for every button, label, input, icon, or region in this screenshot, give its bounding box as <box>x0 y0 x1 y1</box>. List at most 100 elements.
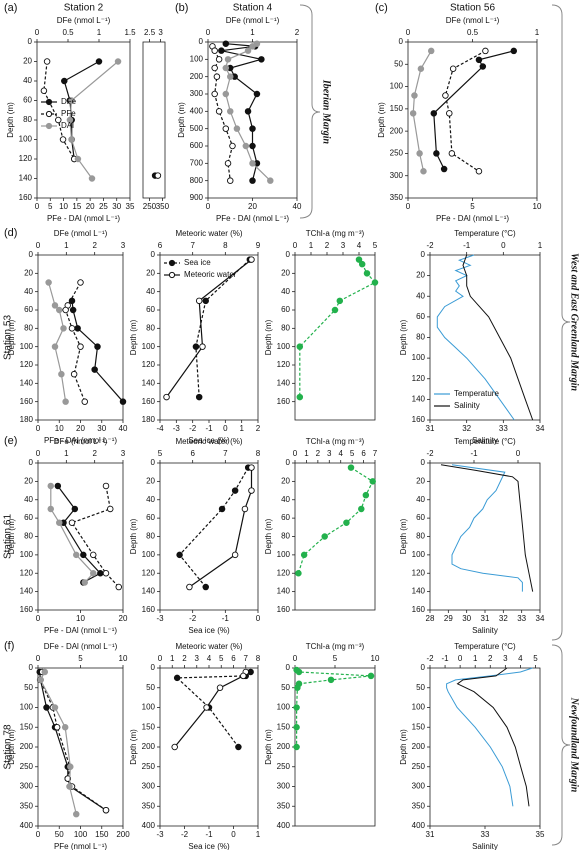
series-line <box>436 254 515 421</box>
y-tick-label: 200 <box>20 742 34 751</box>
x-tick-label: 1 <box>309 241 314 250</box>
data-point <box>248 256 255 263</box>
data-point <box>59 136 67 143</box>
data-point <box>37 676 44 684</box>
plot-frame <box>294 462 376 611</box>
x-tick-label: 0 <box>206 28 211 37</box>
y-tick-label: 100 <box>20 342 34 351</box>
y-tick-label: 900 <box>190 193 204 202</box>
x-tick-label: 6 <box>190 449 195 458</box>
y-tick-label: 0 <box>421 250 426 259</box>
y-tick-label: 50 <box>24 683 33 692</box>
y-tick-label: 250 <box>277 762 291 771</box>
x-tick-label: 0 <box>516 449 521 458</box>
x2-tick-label: 2 <box>256 424 261 433</box>
x-tick-label: 0 <box>501 241 506 250</box>
data-point <box>355 256 363 263</box>
region-bracket <box>551 4 571 641</box>
series-line <box>69 61 119 179</box>
y-tick-label: 0 <box>29 250 34 259</box>
x-axis-title: Meteoric water (%) <box>175 642 242 651</box>
x-axis-title: DFe (nmol L⁻¹) <box>57 16 111 25</box>
y-tick-label: 40 <box>23 76 32 85</box>
panel-label: (f) <box>4 640 14 652</box>
y-tick-label: 80 <box>281 532 290 541</box>
data-point <box>416 150 423 157</box>
y-tick-label: 160 <box>142 605 156 614</box>
y-tick-label: 300 <box>142 782 156 791</box>
chart-title: Station 4 <box>233 3 273 14</box>
x-tick-label: 2 <box>92 449 97 458</box>
x-tick-label: 1 <box>170 654 175 663</box>
data-point <box>409 110 417 117</box>
series-line <box>462 254 534 421</box>
y-tick-label: 40 <box>24 495 33 504</box>
data-point <box>249 43 256 50</box>
x-tick-label: 6 <box>158 241 163 250</box>
data-point <box>248 487 255 494</box>
y-tick-label: 120 <box>19 154 33 163</box>
plot-frame <box>429 667 541 827</box>
y-tick-label: 40 <box>416 495 425 504</box>
data-point <box>62 306 69 314</box>
data-point <box>41 668 49 676</box>
y-tick-label: 350 <box>142 801 156 810</box>
region-label: Newfoundland Margin <box>569 697 580 793</box>
panel-label: (d) <box>4 227 17 239</box>
data-point <box>71 505 79 513</box>
series-line <box>166 259 252 398</box>
data-point <box>446 110 453 117</box>
x-tick-label: 0 <box>36 449 41 458</box>
data-point <box>88 175 96 182</box>
data-point <box>77 343 84 350</box>
x-tick-label: 5 <box>219 654 224 663</box>
y-tick-label: 0 <box>29 458 34 467</box>
x2-axis-title: Salinity <box>472 436 498 445</box>
y-axis-title: Depth (m) <box>399 729 408 765</box>
x-tick-label: 6 <box>361 449 366 458</box>
y-tick-label: 250 <box>20 762 34 771</box>
x-axis-title: DFe (nmol L⁻¹) <box>226 16 280 25</box>
legend-marker <box>168 259 176 267</box>
x2-tick-label: -2 <box>181 830 189 839</box>
data-point <box>102 806 110 814</box>
data-point <box>89 551 97 559</box>
legend-label: DAl <box>61 121 74 130</box>
x-tick-label: 5 <box>158 449 163 458</box>
data-point <box>55 116 62 124</box>
legend-label: Sea ice <box>184 258 211 267</box>
data-point <box>45 279 52 286</box>
x-tick-label: 3 <box>121 241 126 250</box>
x-tick-label: 3 <box>327 449 332 458</box>
data-point <box>176 551 183 559</box>
y-tick-label: 250 <box>142 762 156 771</box>
x2-tick-label: 0 <box>223 424 228 433</box>
x-tick-label: 0.5 <box>62 28 74 37</box>
legend-marker <box>45 122 53 130</box>
x-tick-label: -1 <box>470 449 478 458</box>
y-tick-label: 60 <box>281 513 290 522</box>
y-tick-label: 400 <box>190 106 204 115</box>
x2-axis-title: Salinity <box>472 842 498 850</box>
y-tick-label: 400 <box>277 821 291 830</box>
region-label: Iberian Margin <box>321 79 332 145</box>
x2-tick-label: 20 <box>76 424 85 433</box>
y-tick-label: 80 <box>23 115 32 124</box>
data-point <box>215 108 223 115</box>
x-tick-label: 9 <box>256 241 261 250</box>
y-tick-label: 80 <box>416 532 425 541</box>
x-axis-title: DFe (nmol L⁻¹) <box>54 437 108 446</box>
y-tick-label: 20 <box>23 57 32 66</box>
y-tick-label: 0 <box>286 458 291 467</box>
x-tick-label: 4 <box>518 654 523 663</box>
data-point <box>327 676 335 684</box>
y-tick-label: 120 <box>277 360 291 369</box>
x2-tick-label: 0 <box>36 830 41 839</box>
x-tick-label: 7 <box>244 654 249 663</box>
series-line <box>178 467 249 588</box>
y-tick-label: 20 <box>281 476 290 485</box>
y-tick-label: 40 <box>416 291 425 300</box>
data-point <box>74 155 82 163</box>
legend-marker <box>45 98 53 106</box>
data-point <box>215 56 223 63</box>
